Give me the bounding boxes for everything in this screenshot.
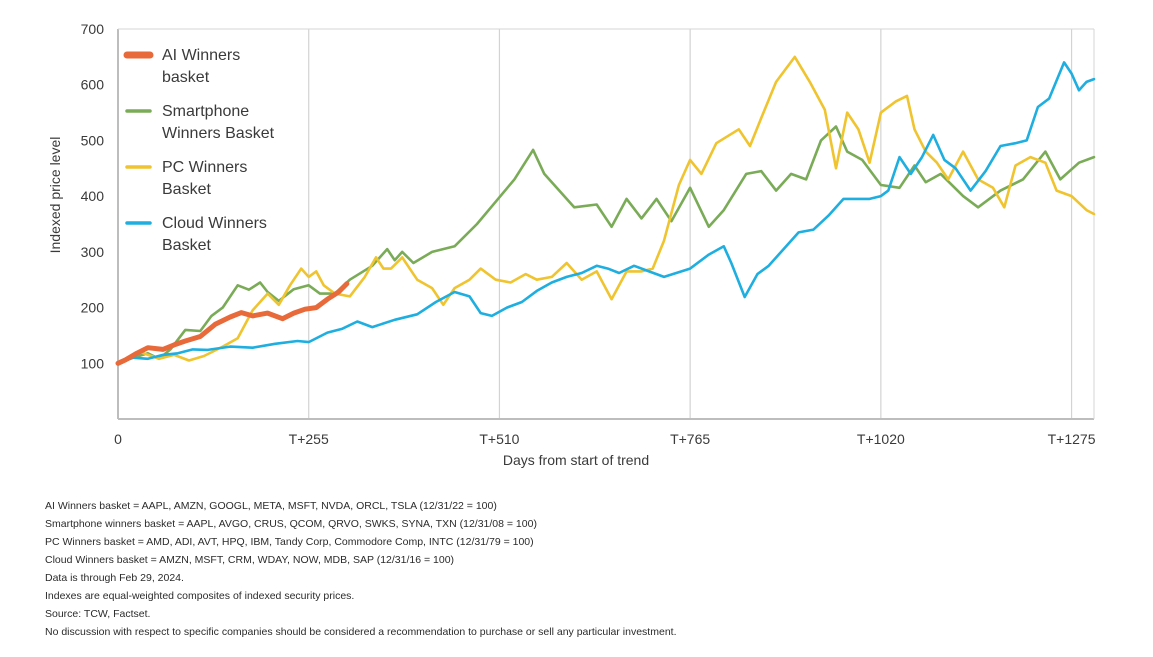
footnote-methodology: Indexes are equal-weighted composites of… xyxy=(45,590,355,602)
y-axis-title: Indexed price level xyxy=(47,137,63,254)
x-tick-label: T+510 xyxy=(479,431,519,447)
legend-item-cloud-winners-basket: Cloud Winners Basket xyxy=(125,215,267,254)
footnotes: AI Winners basket = AAPL, AMZN, GOOGL, M… xyxy=(45,497,677,641)
y-tick-label: 600 xyxy=(81,77,105,93)
legend-label: basket xyxy=(162,69,210,86)
footnote-smartphone-basket: Smartphone winners basket = AAPL, AVGO, … xyxy=(45,518,537,530)
legend-label: Smartphone xyxy=(162,103,249,120)
y-tick-labels: 100 200 300 400 500 600 700 xyxy=(81,21,105,371)
legend-label: Winners Basket xyxy=(162,125,275,142)
y-tick-label: 200 xyxy=(81,300,105,316)
legend-label: Basket xyxy=(162,237,211,254)
x-tick-label: T+255 xyxy=(289,431,329,447)
footnote-source: Source: TCW, Factset. xyxy=(45,608,151,620)
y-tick-label: 300 xyxy=(81,244,105,260)
gridlines xyxy=(308,29,1073,419)
series-line-ai-winners-basket xyxy=(115,281,350,366)
footnote-pc-basket: PC Winners basket = AMD, ADI, AVT, HPQ, … xyxy=(45,536,534,548)
series-line-pc-winners-basket xyxy=(116,55,1096,365)
x-tick-label: T+765 xyxy=(670,431,710,447)
legend: AI Winners basket Smartphone Winners Basket… xyxy=(123,47,275,254)
footnote-disclaimer: No discussion with respect to specific c… xyxy=(45,626,677,638)
x-tick-label: T+1275 xyxy=(1048,431,1096,447)
legend-item-ai-winners-basket: AI Winners basket xyxy=(123,47,240,86)
axes xyxy=(117,28,1095,420)
legend-item-pc-winners-basket: PC Winners Basket xyxy=(125,159,247,198)
legend-label: Cloud Winners xyxy=(162,215,267,232)
x-tick-labels: 0 T+255 T+510 T+765 T+1020 T+1275 xyxy=(114,431,1096,447)
y-tick-label: 100 xyxy=(81,355,105,371)
series-group xyxy=(115,55,1096,366)
y-tick-label: 500 xyxy=(81,132,105,148)
series-line-cloud-winners-basket xyxy=(116,61,1096,365)
x-axis-title: Days from start of trend xyxy=(503,452,649,468)
legend-label: AI Winners xyxy=(162,47,240,64)
y-tick-label: 700 xyxy=(81,21,105,37)
footnote-data-date: Data is through Feb 29, 2024. xyxy=(45,572,184,584)
footnote-ai-basket: AI Winners basket = AAPL, AMZN, GOOGL, M… xyxy=(45,500,497,512)
legend-item-smartphone-winners-basket: Smartphone Winners Basket xyxy=(125,103,275,142)
y-tick-label: 400 xyxy=(81,188,105,204)
x-tick-label: 0 xyxy=(114,431,122,447)
series-line-smartphone-winners-basket xyxy=(116,125,1096,365)
x-tick-label: T+1020 xyxy=(857,431,905,447)
legend-label: PC Winners xyxy=(162,159,247,176)
legend-label: Basket xyxy=(162,181,211,198)
line-chart: 100 200 300 400 500 600 700 0 T+255 T+510 T+765 T+… xyxy=(47,21,1096,468)
footnote-cloud-basket: Cloud Winners basket = AMZN, MSFT, CRM, … xyxy=(45,554,455,566)
